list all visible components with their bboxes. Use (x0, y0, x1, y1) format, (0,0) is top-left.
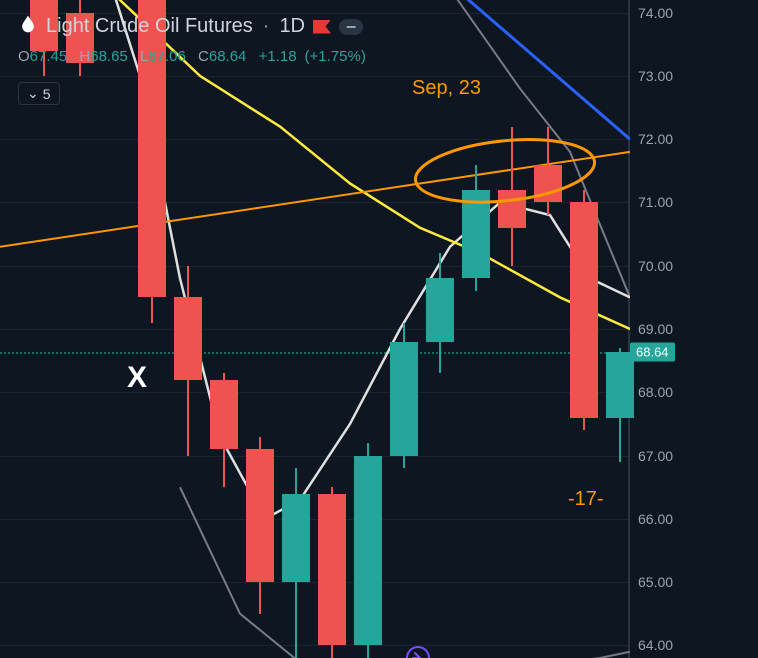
chevron-down-icon: ⌄ (27, 85, 39, 102)
price-axis[interactable]: 74.00 73.00 72.00 71.00 70.00 69.00 68.00 67.00… (628, 0, 758, 658)
separator-dot: · (263, 15, 270, 38)
go-to-icon[interactable] (405, 645, 431, 658)
oil-drop-icon (18, 14, 38, 39)
y-tick-label: 67.00 (638, 448, 673, 464)
y-tick-label: 68.00 (638, 384, 673, 400)
more-button[interactable]: − (339, 19, 363, 35)
annotation-sep23[interactable]: Sep, 23 (412, 77, 481, 100)
annotation-minus17[interactable]: -17- (568, 488, 604, 511)
y-tick-label: 64.00 (638, 637, 673, 653)
y-tick-label: 72.00 (638, 131, 673, 147)
indicator-chip-value: 5 (43, 86, 51, 102)
y-tick-label: 70.00 (638, 258, 673, 274)
flag-icon[interactable] (313, 20, 331, 34)
candles-layer (0, 0, 630, 658)
timeframe-label[interactable]: 1D (279, 15, 305, 38)
y-tick-label: 65.00 (638, 574, 673, 590)
annotation-x-mark[interactable]: X (127, 361, 147, 395)
y-tick-label: 74.00 (638, 5, 673, 21)
y-tick-label: 66.00 (638, 511, 673, 527)
ohlc-readout: O67.45 H68.65 L67.06 C68.64 +1.18(+1.75%… (18, 48, 374, 65)
y-tick-label: 73.00 (638, 68, 673, 84)
symbol-header[interactable]: Light Crude Oil Futures · 1D − (18, 14, 363, 39)
current-price-label: 68.64 (630, 342, 675, 361)
chart-plot-area[interactable]: Light Crude Oil Futures · 1D − O67.45 H6… (0, 0, 630, 658)
indicator-chip[interactable]: ⌄ 5 (18, 82, 60, 105)
y-tick-label: 69.00 (638, 321, 673, 337)
y-tick-label: 71.00 (638, 194, 673, 210)
symbol-title[interactable]: Light Crude Oil Futures (46, 15, 253, 38)
